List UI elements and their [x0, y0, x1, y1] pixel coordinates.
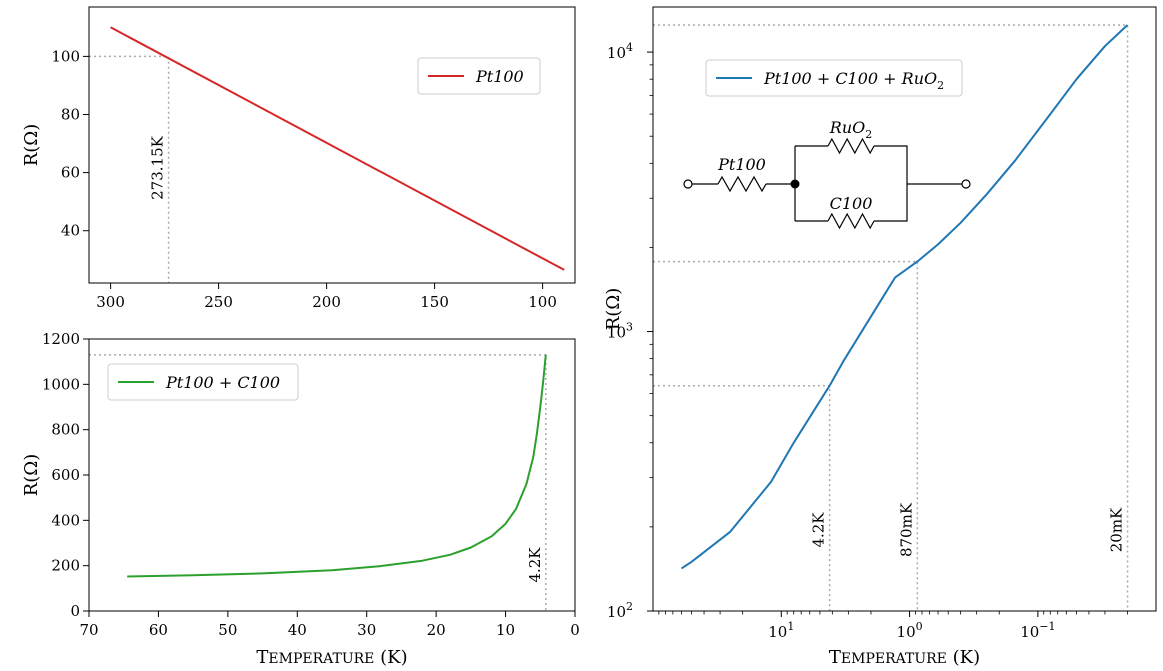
panel2-guide-line-1: [89, 354, 547, 611]
panel1-x-tick-label-3: 200: [312, 293, 341, 311]
panel3-y-tick-label-3: 104: [607, 41, 633, 62]
panel1-plot-frame: [88, 6, 576, 284]
circuit-label-pt100: Pt100: [717, 155, 766, 174]
panel1-x-tick-label-2: 250: [204, 293, 233, 311]
panel1-x-tick-label-4: 150: [420, 293, 449, 311]
circuit-label-c100: C100: [830, 194, 873, 213]
panel2-x-tick-label-7: 10: [496, 621, 515, 639]
ruo2-resistor: [827, 137, 875, 155]
panel3-series-line-1: [680, 24, 1129, 570]
panel3-legend-label: Pt100 + C100 + RuO2: [763, 69, 944, 92]
panel1-y-axis-label: R(Ω): [21, 124, 42, 167]
panel2-y-tick-label-6: 1000: [42, 375, 80, 393]
panel2-series-line-1: [127, 354, 547, 578]
panel1-legend-label: Pt100: [475, 67, 524, 86]
panel2-x-tick-label-2: 60: [149, 621, 168, 639]
panel3-y-tick-label-2: 103: [607, 321, 633, 342]
panel3-annotation-2: 870mK: [897, 502, 915, 557]
panel3-y-tick-label-1: 102: [607, 600, 633, 621]
panel2-x-tick-label-1: 70: [79, 621, 98, 639]
panel2-y-tick-label-3: 400: [51, 511, 80, 529]
panel2-x-axis-label: TEMPERATURE (K): [256, 647, 407, 668]
circuit-terminal-left: [683, 179, 693, 189]
panel2-legend-box: [107, 363, 299, 401]
panel3-plot-frame: [652, 6, 1157, 612]
panel3-x-axis-label: TEMPERATURE (K): [829, 647, 980, 668]
panel3-annotation-3: 20mK: [1108, 507, 1126, 552]
panel1-y-tick-label-4: 100: [51, 47, 80, 65]
panel3-x-tick-label-1: 101: [768, 620, 794, 641]
panel2-y-tick-label-2: 200: [51, 557, 80, 575]
panel3-guide-line-2: [653, 260, 919, 611]
panel2-x-tick-label-4: 40: [288, 621, 307, 639]
panel2-x-tick-label-6: 20: [427, 621, 446, 639]
panel2-annotation-1: 4.2K: [526, 547, 544, 583]
panel1-annotation-1: 273.15K: [149, 135, 167, 199]
panel3-x-tick-label-3: 10−1: [1020, 620, 1055, 641]
panel2-y-tick-label-4: 600: [51, 466, 80, 484]
panel1-x-tick-label-5: 100: [528, 293, 557, 311]
panel2-x-tick-label-5: 30: [357, 621, 376, 639]
panel2-y-axis-label: R(Ω): [21, 454, 42, 497]
panel1-x-tick-label-1: 300: [96, 293, 125, 311]
panel2-x-tick-label-3: 50: [218, 621, 237, 639]
panel3-guide-line-1: [653, 384, 831, 611]
panel3-guide-line-3: [653, 24, 1129, 611]
panel2-y-tick-label-1: 0: [70, 602, 80, 620]
panel3-y-axis-label: R(Ω): [603, 288, 624, 331]
panel1-y-tick-label-3: 80: [61, 105, 80, 123]
panel1-y-tick-label-2: 60: [61, 164, 80, 182]
panel3-x-tick-label-2: 100: [897, 620, 923, 641]
pt100-resistor: [717, 175, 767, 193]
panel1-legend-box: [417, 57, 541, 95]
panel2-y-tick-label-5: 800: [51, 421, 80, 439]
panel3-annotation-1: 4.2K: [810, 512, 828, 548]
panel1-guide-line-1: [89, 55, 170, 283]
panel2-x-tick-label-8: 0: [570, 621, 580, 639]
circuit-terminal-right: [961, 179, 971, 189]
c100-resistor: [827, 212, 875, 230]
panel2-legend-label: Pt100 + C100: [165, 373, 280, 392]
panel3-legend-box: [705, 59, 963, 97]
panel2-y-tick-label-7: 1200: [42, 330, 80, 348]
panel1-y-tick-label-1: 40: [61, 222, 80, 240]
circuit-wire: [874, 145, 908, 222]
panel1-series-line-1: [110, 26, 565, 271]
circuit-label-ruo2: RuO2: [829, 118, 872, 141]
